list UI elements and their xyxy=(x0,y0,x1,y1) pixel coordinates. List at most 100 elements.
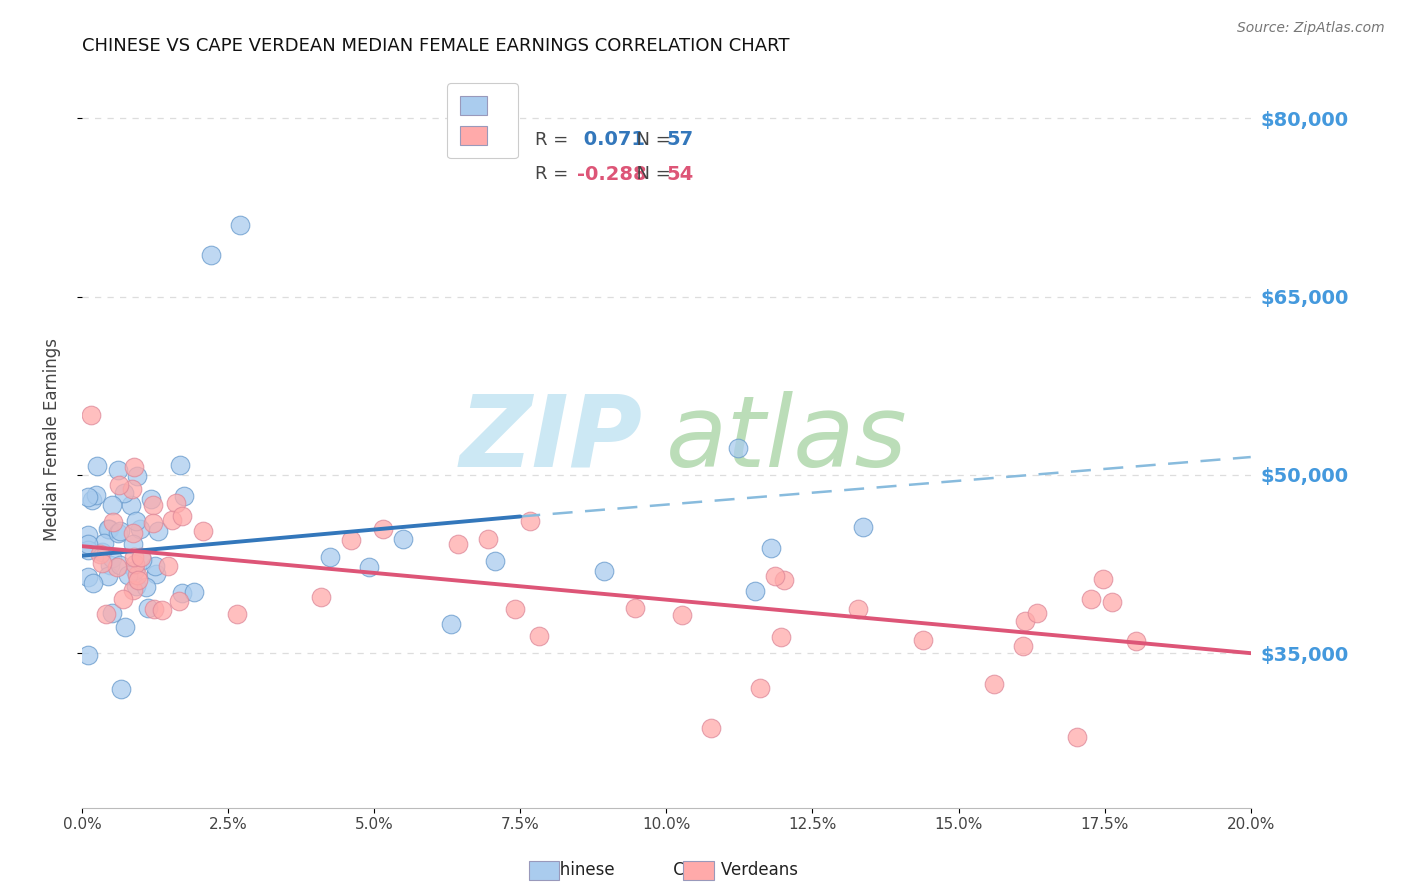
Point xyxy=(229,219,252,233)
Point xyxy=(983,676,1005,690)
Point xyxy=(503,601,526,615)
Point xyxy=(727,441,749,455)
Point xyxy=(142,516,165,531)
Point xyxy=(225,607,247,621)
Point xyxy=(749,681,772,695)
Point xyxy=(101,606,124,620)
Point xyxy=(110,681,132,696)
Point xyxy=(1091,572,1114,586)
Text: N =: N = xyxy=(624,131,676,149)
Point xyxy=(852,520,875,534)
Point xyxy=(98,522,121,536)
Point xyxy=(145,567,167,582)
Point xyxy=(1014,615,1036,629)
Point xyxy=(89,547,111,561)
Point xyxy=(319,550,342,565)
Point xyxy=(135,580,157,594)
Point xyxy=(97,569,120,583)
Point xyxy=(624,600,647,615)
Point xyxy=(80,492,103,507)
Point xyxy=(121,525,143,540)
Point xyxy=(124,579,146,593)
Text: Chinese: Chinese xyxy=(522,861,614,879)
Point xyxy=(309,590,332,604)
Point xyxy=(79,409,101,423)
Point xyxy=(101,551,124,566)
Text: Source: ZipAtlas.com: Source: ZipAtlas.com xyxy=(1237,21,1385,35)
Text: CHINESE VS CAPE VERDEAN MEDIAN FEMALE EARNINGS CORRELATION CHART: CHINESE VS CAPE VERDEAN MEDIAN FEMALE EA… xyxy=(82,37,789,55)
Point xyxy=(122,549,145,564)
Point xyxy=(82,576,104,591)
Point xyxy=(110,558,132,573)
Point xyxy=(200,248,222,262)
Point xyxy=(150,603,173,617)
Point xyxy=(1012,639,1035,653)
Point xyxy=(142,498,165,512)
Point xyxy=(911,633,934,648)
Point xyxy=(77,648,100,662)
Point xyxy=(172,586,194,600)
Point xyxy=(107,525,129,540)
Point xyxy=(340,533,363,547)
Point xyxy=(529,629,551,643)
Point xyxy=(128,522,150,536)
Point xyxy=(103,516,125,530)
Point xyxy=(519,514,541,528)
Point xyxy=(191,524,214,538)
Text: R =: R = xyxy=(534,131,574,149)
Point xyxy=(91,545,114,559)
Point xyxy=(169,458,191,472)
Point xyxy=(122,582,145,597)
Text: -0.288: -0.288 xyxy=(576,165,647,184)
Point xyxy=(440,617,463,632)
Point xyxy=(114,620,136,634)
Point xyxy=(1125,634,1147,648)
Point xyxy=(167,594,190,608)
Point xyxy=(76,490,98,504)
Point xyxy=(93,536,115,550)
Point xyxy=(101,498,124,512)
Y-axis label: Median Female Earnings: Median Female Earnings xyxy=(44,338,60,541)
Point xyxy=(371,522,394,536)
Point xyxy=(76,543,98,558)
Point xyxy=(700,721,723,735)
Point xyxy=(122,460,145,475)
Point xyxy=(763,569,786,583)
Point xyxy=(105,560,128,574)
Text: N =: N = xyxy=(624,165,676,183)
Point xyxy=(1066,730,1088,744)
Point xyxy=(759,541,782,556)
Point xyxy=(98,558,121,572)
Point xyxy=(165,496,187,510)
Point xyxy=(162,513,184,527)
Point xyxy=(770,630,793,644)
Point xyxy=(1101,595,1123,609)
Point xyxy=(76,570,98,584)
Point xyxy=(484,554,506,568)
Point xyxy=(141,491,163,506)
Point xyxy=(125,514,148,528)
Legend: , : , xyxy=(447,84,517,158)
Point xyxy=(592,564,614,578)
Text: 0.071: 0.071 xyxy=(576,130,645,149)
Point xyxy=(846,601,869,615)
Point xyxy=(157,559,180,574)
Point xyxy=(671,608,693,623)
Point xyxy=(111,592,134,607)
Point xyxy=(136,600,159,615)
Text: 54: 54 xyxy=(666,165,695,184)
Point xyxy=(107,477,129,491)
Point xyxy=(391,533,413,547)
Text: 57: 57 xyxy=(666,130,695,149)
Point xyxy=(447,537,470,551)
Point xyxy=(1080,591,1102,606)
Point xyxy=(120,498,142,512)
Point xyxy=(112,486,135,500)
Point xyxy=(76,527,98,541)
Point xyxy=(127,469,149,483)
Point xyxy=(131,549,153,564)
Text: Cape Verdeans: Cape Verdeans xyxy=(647,861,799,879)
Point xyxy=(121,536,143,550)
Point xyxy=(183,584,205,599)
Point xyxy=(124,562,146,576)
